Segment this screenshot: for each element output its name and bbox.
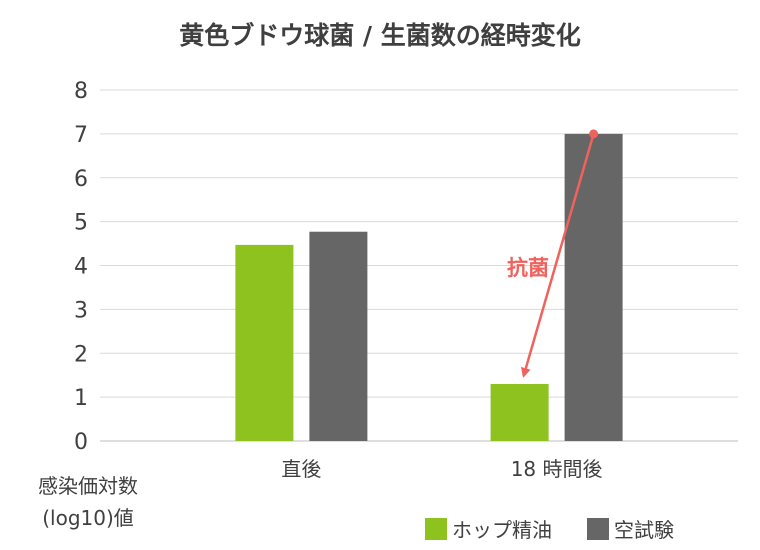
y-tick-label: 3 (74, 298, 88, 323)
x-tick-label: 18 時間後 (511, 457, 603, 481)
annotation-arrow-start (589, 129, 599, 139)
y-tick-label: 6 (74, 167, 88, 192)
legend-swatch (587, 518, 609, 540)
y-tick-label: 1 (74, 386, 88, 411)
y-axis-label-line2: (log10)値 (42, 506, 134, 530)
y-tick-label: 8 (74, 79, 88, 104)
bar (309, 231, 368, 441)
y-tick-label: 4 (74, 255, 88, 280)
legend-label: ホップ精油 (452, 518, 552, 542)
y-axis-ticks: 0 1 2 3 4 5 6 7 8 (74, 79, 88, 455)
legend: ホップ精油 空試験 (425, 518, 674, 542)
gridlines (100, 89, 738, 442)
annotation-label: 抗菌 (507, 256, 549, 280)
annotation: 抗菌 (507, 129, 599, 378)
legend-label: 空試験 (614, 518, 674, 542)
bar (564, 133, 623, 441)
x-tick-label: 直後 (281, 457, 321, 481)
chart-title: 黄色ブドウ球菌 / 生菌数の経時変化 (179, 21, 581, 50)
y-tick-label: 2 (74, 342, 88, 367)
bars (235, 133, 623, 441)
bar (235, 244, 294, 441)
y-tick-label: 5 (74, 211, 88, 236)
x-axis-labels: 直後 18 時間後 (281, 457, 602, 481)
bar (490, 383, 549, 441)
y-tick-label: 0 (74, 430, 88, 455)
y-tick-label: 7 (74, 123, 88, 148)
legend-swatch (425, 518, 447, 540)
y-axis-label-line1: 感染価対数 (38, 474, 138, 498)
annotation-arrow (521, 133, 595, 378)
